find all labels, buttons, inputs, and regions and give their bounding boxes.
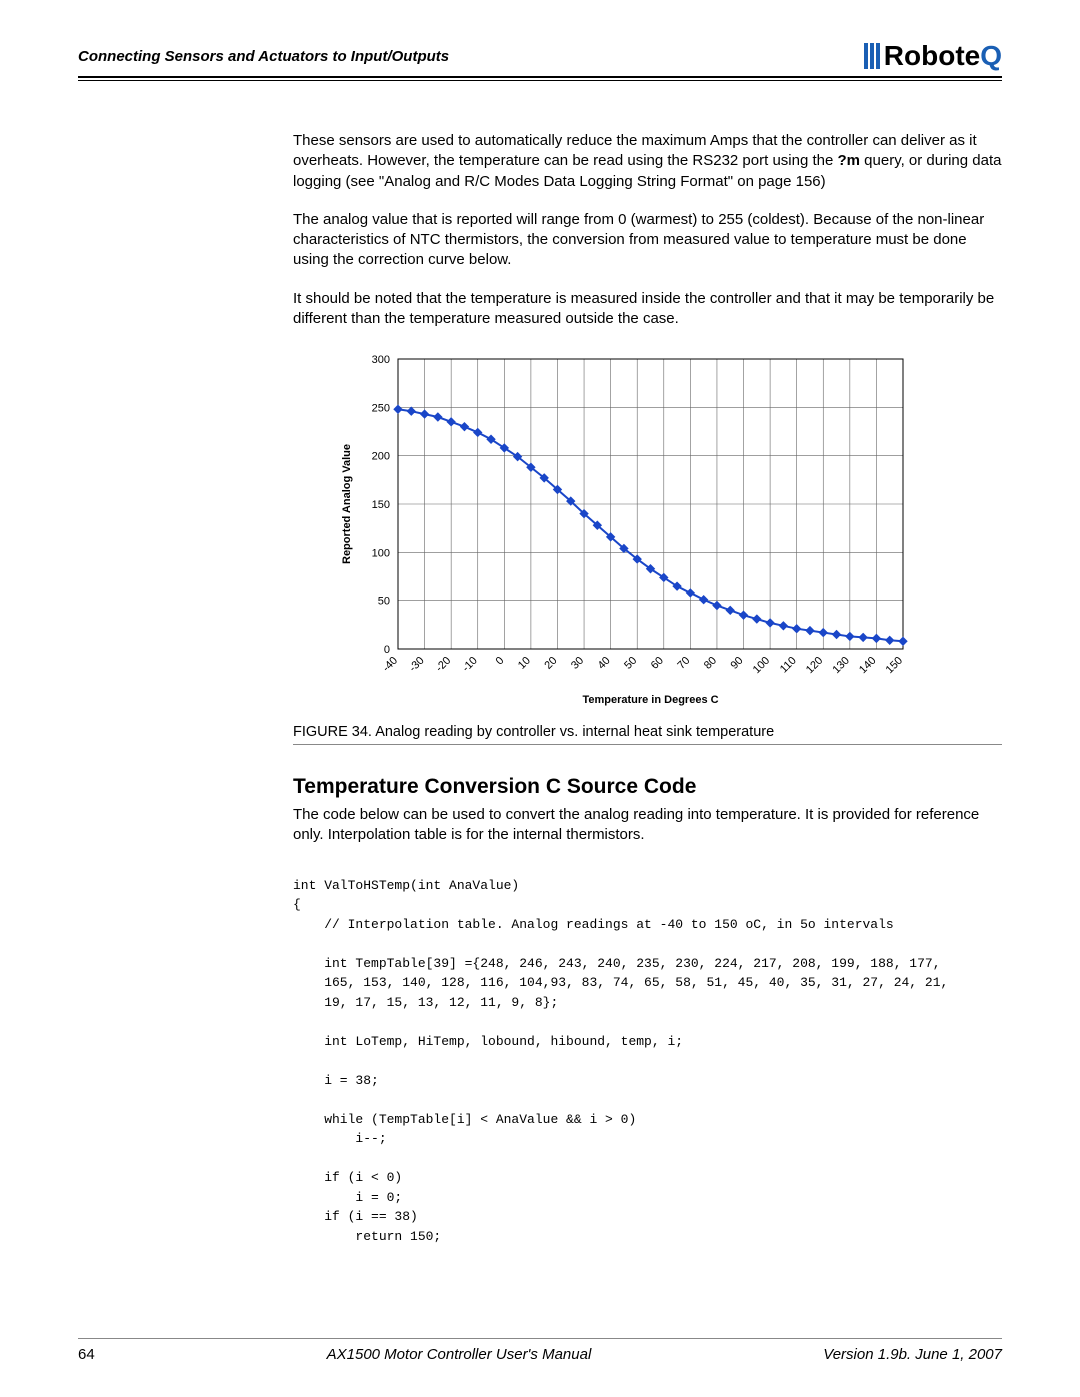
svg-text:80: 80	[702, 655, 719, 672]
svg-text:120: 120	[804, 655, 825, 676]
svg-text:-40: -40	[380, 655, 400, 675]
manual-title: AX1500 Motor Controller User's Manual	[327, 1346, 592, 1363]
p1-query-bold: ?m	[838, 152, 861, 169]
svg-text:70: 70	[675, 655, 692, 672]
intro-paragraph-3: It should be noted that the temperature …	[293, 289, 1002, 330]
page-content: These sensors are used to automatically …	[293, 131, 1002, 1246]
svg-text:200: 200	[372, 451, 390, 463]
svg-text:300: 300	[372, 354, 390, 366]
svg-text:-30: -30	[407, 655, 427, 675]
page-header: Connecting Sensors and Actuators to Inpu…	[78, 40, 1002, 78]
header-section-title: Connecting Sensors and Actuators to Inpu…	[78, 48, 449, 65]
svg-text:150: 150	[372, 499, 390, 511]
svg-text:-10: -10	[460, 655, 480, 675]
svg-text:150: 150	[884, 655, 905, 676]
footer-rule	[78, 1338, 1002, 1339]
svg-text:60: 60	[649, 655, 666, 672]
page-footer: 64 AX1500 Motor Controller User's Manual…	[78, 1346, 1002, 1363]
svg-text:20: 20	[542, 655, 559, 672]
svg-text:30: 30	[569, 655, 586, 672]
section-heading: Temperature Conversion C Source Code	[293, 775, 1002, 799]
svg-text:130: 130	[830, 655, 851, 676]
brand-text: Robote	[884, 40, 980, 72]
svg-text:10: 10	[516, 655, 533, 672]
header-rule	[78, 80, 1002, 81]
svg-text:Temperature in Degrees C: Temperature in Degrees C	[582, 694, 718, 706]
logo-bars-icon	[864, 43, 880, 69]
svg-text:100: 100	[751, 655, 772, 676]
brand-logo: RoboteQ	[864, 40, 1002, 72]
intro-paragraph-1: These sensors are used to automatically …	[293, 131, 1002, 192]
page-number: 64	[78, 1346, 95, 1363]
source-code-block: int ValToHSTemp(int AnaValue) { // Inter…	[293, 876, 1002, 1247]
section-intro: The code below can be used to convert th…	[293, 805, 1002, 846]
intro-paragraph-2: The analog value that is reported will r…	[293, 210, 1002, 271]
svg-text:50: 50	[378, 596, 390, 608]
svg-text:0: 0	[494, 655, 507, 668]
svg-text:140: 140	[857, 655, 878, 676]
figure-caption: FIGURE 34. Analog reading by controller …	[293, 724, 1002, 740]
svg-text:Reported Analog Value: Reported Analog Value	[341, 444, 353, 564]
version-text: Version 1.9b. June 1, 2007	[823, 1346, 1002, 1363]
svg-text:50: 50	[622, 655, 639, 672]
figure-rule	[293, 744, 1002, 745]
svg-text:40: 40	[596, 655, 613, 672]
svg-text:90: 90	[729, 655, 746, 672]
svg-text:110: 110	[778, 655, 799, 676]
svg-text:0: 0	[384, 644, 390, 656]
svg-text:250: 250	[372, 402, 390, 414]
svg-text:100: 100	[372, 547, 390, 559]
temperature-chart: 0 50 100 150 200 250 300 -40 -30 -20 -10 0 10 20 30 40 5…	[323, 349, 1002, 714]
svg-text:-20: -20	[434, 655, 454, 675]
brand-suffix: Q	[980, 40, 1002, 72]
chart-svg: 0 50 100 150 200 250 300 -40 -30 -20 -10 0 10 20 30 40 5…	[323, 349, 913, 709]
